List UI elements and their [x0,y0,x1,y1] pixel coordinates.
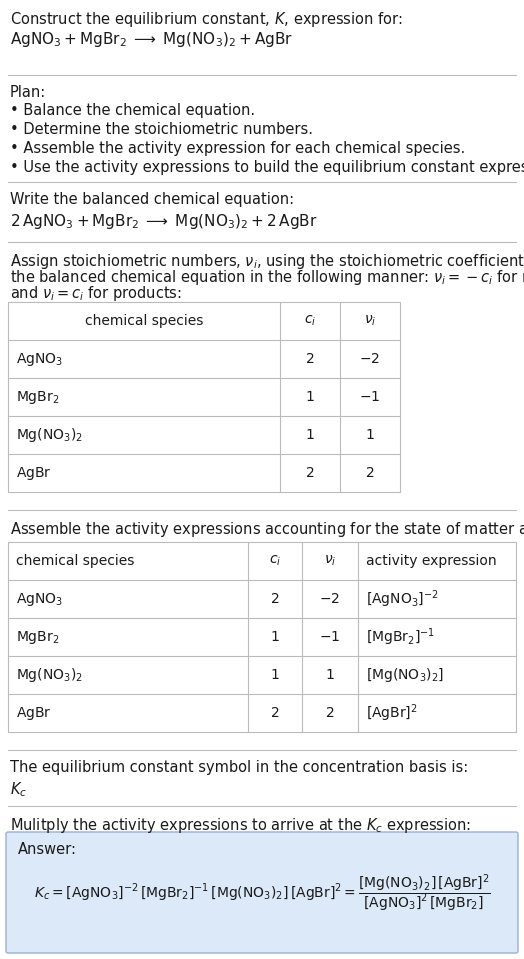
Text: $K_c = [\mathrm{AgNO_3}]^{-2}\,[\mathrm{MgBr_2}]^{-1}\,[\mathrm{Mg(NO_3)_2}]\,[\: $K_c = [\mathrm{AgNO_3}]^{-2}\,[\mathrm{… [34,872,490,914]
Text: the balanced chemical equation in the following manner: $\nu_i = -c_i$ for react: the balanced chemical equation in the fo… [10,268,524,287]
Text: 2: 2 [366,466,374,480]
Text: $-2$: $-2$ [320,592,341,606]
Text: $\mathrm{AgNO_3}$: $\mathrm{AgNO_3}$ [16,350,63,367]
Text: • Determine the stoichiometric numbers.: • Determine the stoichiometric numbers. [10,122,313,137]
Text: • Assemble the activity expression for each chemical species.: • Assemble the activity expression for e… [10,141,465,156]
Text: Assemble the activity expressions accounting for the state of matter and $\nu_i$: Assemble the activity expressions accoun… [10,520,524,539]
Text: chemical species: chemical species [85,314,203,328]
Text: $\mathrm{MgBr_2}$: $\mathrm{MgBr_2}$ [16,388,59,406]
Text: 2: 2 [325,706,334,720]
Text: Assign stoichiometric numbers, $\nu_i$, using the stoichiometric coefficients, $: Assign stoichiometric numbers, $\nu_i$, … [10,252,524,271]
Bar [8,542,516,732]
Text: $\mathrm{AgBr}$: $\mathrm{AgBr}$ [16,705,51,721]
Text: 1: 1 [305,390,314,404]
Text: 2: 2 [270,706,279,720]
Text: and $\nu_i = c_i$ for products:: and $\nu_i = c_i$ for products: [10,284,182,303]
Text: $\mathrm{Mg(NO_3)_2}$: $\mathrm{Mg(NO_3)_2}$ [16,666,83,684]
Text: 2: 2 [305,352,314,366]
Text: $\nu_i$: $\nu_i$ [364,314,376,328]
Text: $-2$: $-2$ [359,352,380,366]
Text: 2: 2 [305,466,314,480]
Text: $-1$: $-1$ [319,630,341,644]
Text: $\mathrm{AgBr}$: $\mathrm{AgBr}$ [16,464,51,481]
Text: $K_c$: $K_c$ [10,780,27,799]
Text: 2: 2 [270,592,279,606]
Text: $[\mathrm{AgBr}]^2$: $[\mathrm{AgBr}]^2$ [366,702,418,724]
Text: Mulitply the activity expressions to arrive at the $K_c$ expression:: Mulitply the activity expressions to arr… [10,816,471,835]
Text: Answer:: Answer: [18,842,77,857]
Text: 1: 1 [305,428,314,442]
Text: $\nu_i$: $\nu_i$ [324,553,336,568]
Text: $\mathrm{2\,AgNO_3 + MgBr_2 \;\longrightarrow\; Mg(NO_3)_2 + 2\,AgBr}$: $\mathrm{2\,AgNO_3 + MgBr_2 \;\longright… [10,212,318,231]
Text: $c_i$: $c_i$ [269,553,281,568]
Text: $[\mathrm{MgBr_2}]^{-1}$: $[\mathrm{MgBr_2}]^{-1}$ [366,626,435,647]
Text: $\mathrm{Mg(NO_3)_2}$: $\mathrm{Mg(NO_3)_2}$ [16,426,83,444]
Text: 1: 1 [366,428,375,442]
Bar [8,302,400,492]
Text: 1: 1 [270,668,279,682]
Text: $[\mathrm{AgNO_3}]^{-2}$: $[\mathrm{AgNO_3}]^{-2}$ [366,588,439,610]
Text: The equilibrium constant symbol in the concentration basis is:: The equilibrium constant symbol in the c… [10,760,468,775]
Text: 1: 1 [325,668,334,682]
Text: chemical species: chemical species [16,554,134,568]
Text: $c_i$: $c_i$ [304,314,316,328]
Text: Construct the equilibrium constant, $K$, expression for:: Construct the equilibrium constant, $K$,… [10,10,402,29]
Text: $\mathrm{AgNO_3 + MgBr_2 \;\longrightarrow\; Mg(NO_3)_2 + AgBr}$: $\mathrm{AgNO_3 + MgBr_2 \;\longrightarr… [10,30,293,49]
Text: Plan:: Plan: [10,85,46,100]
Text: $\mathrm{AgNO_3}$: $\mathrm{AgNO_3}$ [16,591,63,607]
Text: Write the balanced chemical equation:: Write the balanced chemical equation: [10,192,294,207]
Text: 1: 1 [270,630,279,644]
Text: • Balance the chemical equation.: • Balance the chemical equation. [10,103,255,118]
Text: $-1$: $-1$ [359,390,380,404]
Text: activity expression: activity expression [366,554,497,568]
FancyBboxPatch shape [6,832,518,953]
Text: • Use the activity expressions to build the equilibrium constant expression.: • Use the activity expressions to build … [10,160,524,175]
Text: $[\mathrm{Mg(NO_3)_2}]$: $[\mathrm{Mg(NO_3)_2}]$ [366,666,444,684]
Text: $\mathrm{MgBr_2}$: $\mathrm{MgBr_2}$ [16,628,59,645]
